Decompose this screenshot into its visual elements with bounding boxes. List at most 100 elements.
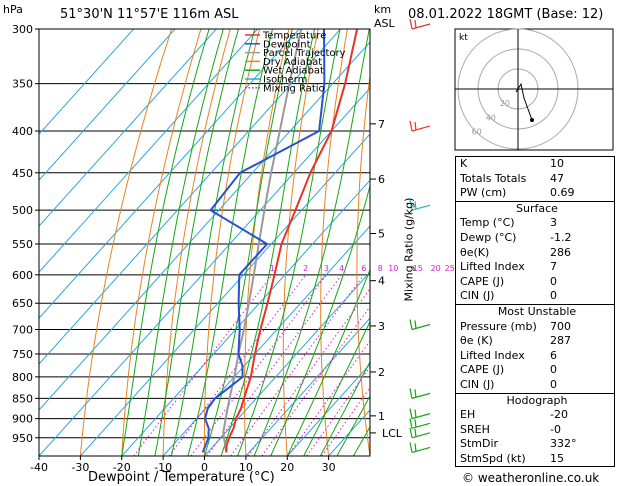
surface-label: Lifted Index [460,260,525,274]
pressure-tick-label: 350 [12,78,33,91]
mixing-ratio-label: 25 [445,264,455,273]
location-label: 51°30'N 11°57'E 116m ASL [60,7,239,22]
km-tick-label: 1 [378,410,385,423]
isotherm-line [39,29,135,135]
wet-adiabat-line [137,29,224,456]
pressure-tick-label: 600 [12,269,33,282]
wind-barb-flag [414,389,417,398]
wind-barb-flag [409,319,413,330]
km-tick-label: 4 [378,275,385,288]
wet-adiabat-line [187,29,273,456]
pressure-tick-label: 900 [12,413,33,426]
legend-label: Wet Adiabat [263,66,324,77]
legend-label: Dewpoint [263,39,311,50]
dry-adiabat-line [244,29,290,456]
mu-value: 6 [550,348,557,362]
wind-barb-flag [409,408,413,419]
pressure-tick-label: 650 [12,297,33,310]
pressure-tick-label: 400 [12,125,33,138]
isotherm-line [39,41,370,411]
pressure-tick-label: 450 [12,167,33,180]
y-axis-right-title: Mixing Ratio (g/kg) [402,197,416,302]
wind-barb [411,392,431,399]
km-tick-label: 6 [378,173,385,186]
wind-barb-flag [414,419,417,428]
mu-label: Pressure (mb) [460,319,537,333]
isotherm-line [245,317,370,456]
mu-label: CIN (J) [460,377,495,391]
surface-label: CAPE (J) [460,274,505,288]
x-axis-title: Dewpoint / Temperature (°C) [88,470,275,485]
hodograph: kt 20 40 60 [454,28,614,151]
dry-adiabat-line [203,29,261,456]
isotherm-line [204,271,370,456]
pressure-tick-label: 850 [12,392,33,405]
wind-barb-flag [409,427,413,438]
mu-row: θe (K) 287 [456,334,614,349]
hodograph-unit: kt [459,33,468,43]
surface-row: Lifted Index 7 [456,260,614,275]
isotherm-line [80,133,370,456]
km-tick-label: 5 [378,228,385,241]
hodo-label: StmDir [460,437,499,451]
hodo-label: StmSpd (kt) [460,451,526,465]
isotherm-line [121,179,370,456]
temp-tick-label: -40 [30,461,48,474]
hodo-value: -20 [550,408,568,422]
mixing-ratio-label: 3 [324,264,329,273]
temp-tick-label: 30 [322,461,336,474]
height-unit-asl: ASL [374,17,395,30]
surface-value: 3 [550,216,557,230]
lcl-label: LCL [382,427,403,440]
legend-label: Isotherm [263,75,307,86]
mu-label: Lifted Index [460,348,525,362]
most-unstable-title: Most Unstable [456,303,614,320]
legend-label: Mixing Ratio [263,83,325,94]
dry-adiabat-line [162,29,231,456]
pressure-tick-label: 750 [12,348,33,361]
mixing-ratio-labels: 1 2 3 4 6 8 10 15 20 25 [270,264,455,273]
isotherm-line [39,29,342,365]
wind-barb [411,432,431,439]
mixing-ratio-label: 4 [339,264,344,273]
wind-barb-flag [409,418,413,429]
wet-adiabat-line [121,29,210,456]
wet-adiabat-line [303,320,370,456]
mu-row: Pressure (mb) 700 [456,320,614,335]
skewt-grid [39,5,453,457]
surface-value: 0 [550,274,557,288]
temp-tick-label: -20 [113,461,131,474]
wind-barb-flag [409,200,413,211]
mixing-ratio-line [168,274,307,456]
isotherm-line [39,29,218,227]
temp-tick-label: -30 [71,461,89,474]
dry-adiabat-line [426,5,453,457]
totals-label: Totals Totals [460,171,527,185]
mixing-ratio-label: 1 [270,264,275,273]
hodo-row: StmDir 332° [456,437,614,452]
hodo-row: SREH -0 [456,423,614,438]
legend-label: Temperature [262,31,326,42]
wind-barb [411,125,431,132]
wet-adiabat-line [336,394,370,456]
mu-row: CIN (J) 0 [456,378,614,393]
surface-label: CIN (J) [460,289,495,303]
wind-barbs [409,18,431,454]
dry-adiabat-line [121,29,202,456]
legend-label: Parcel Trajectory [263,48,346,59]
surface-label: θe(K) [460,245,490,259]
wind-barb [411,23,431,30]
surface-row: Temp (°C) 3 [456,216,614,231]
pressure-tick-label: 800 [12,371,33,384]
mixing-ratio-label: 15 [413,264,423,273]
k-index-label: K [460,157,468,170]
pw-row: PW (cm) 0.69 [456,186,614,201]
hodo-value: -0 [550,422,561,436]
totals-row: Totals Totals 47 [456,172,614,187]
dewpoint-line [201,29,326,453]
pressure-tick-label: 500 [12,204,33,217]
pressure-unit: hPa [3,3,23,16]
mixing-ratio-label: 6 [361,264,366,273]
wind-barb-flag [409,442,413,453]
